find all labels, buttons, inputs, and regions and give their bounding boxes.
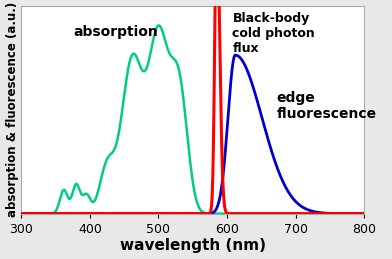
Text: Black-body
cold photon
flux: Black-body cold photon flux [232, 11, 315, 54]
Text: edge
fluorescence: edge fluorescence [276, 91, 376, 121]
X-axis label: wavelength (nm): wavelength (nm) [120, 239, 266, 254]
Y-axis label: absorption & fluorescence (a.u.): absorption & fluorescence (a.u.) [5, 2, 18, 217]
Text: absorption: absorption [74, 25, 158, 39]
